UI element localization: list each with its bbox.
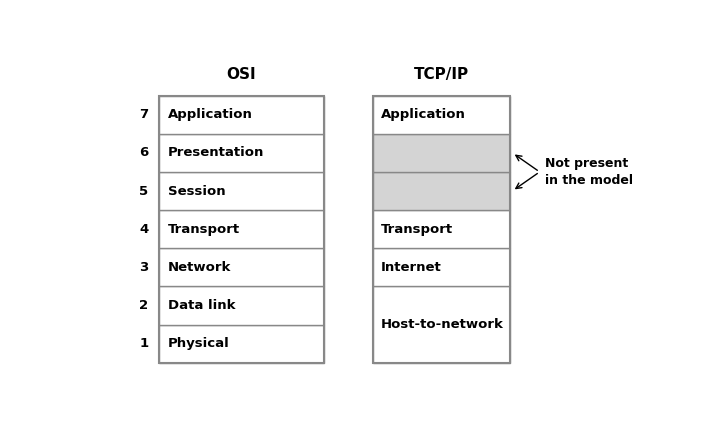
Text: Physical: Physical xyxy=(167,337,229,350)
Text: Session: Session xyxy=(167,184,225,197)
Text: Transport: Transport xyxy=(167,223,240,236)
Text: 2: 2 xyxy=(139,299,148,312)
Text: Host-to-network: Host-to-network xyxy=(381,318,504,331)
Bar xyxy=(160,95,323,134)
Text: TCP/IP: TCP/IP xyxy=(414,67,469,82)
Bar xyxy=(373,248,510,286)
Text: Application: Application xyxy=(167,108,253,121)
Bar xyxy=(373,134,510,172)
Bar xyxy=(373,210,510,248)
Text: Network: Network xyxy=(167,261,231,274)
Bar xyxy=(160,248,323,286)
Text: 3: 3 xyxy=(139,261,148,274)
Text: Application: Application xyxy=(381,108,466,121)
Text: Transport: Transport xyxy=(381,223,453,236)
Text: 1: 1 xyxy=(139,337,148,350)
Text: OSI: OSI xyxy=(227,67,256,82)
Text: 4: 4 xyxy=(139,223,148,236)
Bar xyxy=(160,210,323,248)
Bar xyxy=(373,286,510,363)
Text: Presentation: Presentation xyxy=(167,146,264,159)
Bar xyxy=(160,95,323,363)
Bar xyxy=(160,134,323,172)
Text: 6: 6 xyxy=(139,146,148,159)
Bar xyxy=(373,172,510,210)
Bar xyxy=(373,95,510,134)
Text: Internet: Internet xyxy=(381,261,442,274)
Text: 7: 7 xyxy=(139,108,148,121)
Text: 5: 5 xyxy=(139,184,148,197)
Bar xyxy=(373,95,510,363)
Text: Data link: Data link xyxy=(167,299,235,312)
Bar xyxy=(160,286,323,325)
Bar xyxy=(160,325,323,363)
Bar xyxy=(160,172,323,210)
Text: Not present
in the model: Not present in the model xyxy=(545,157,633,187)
